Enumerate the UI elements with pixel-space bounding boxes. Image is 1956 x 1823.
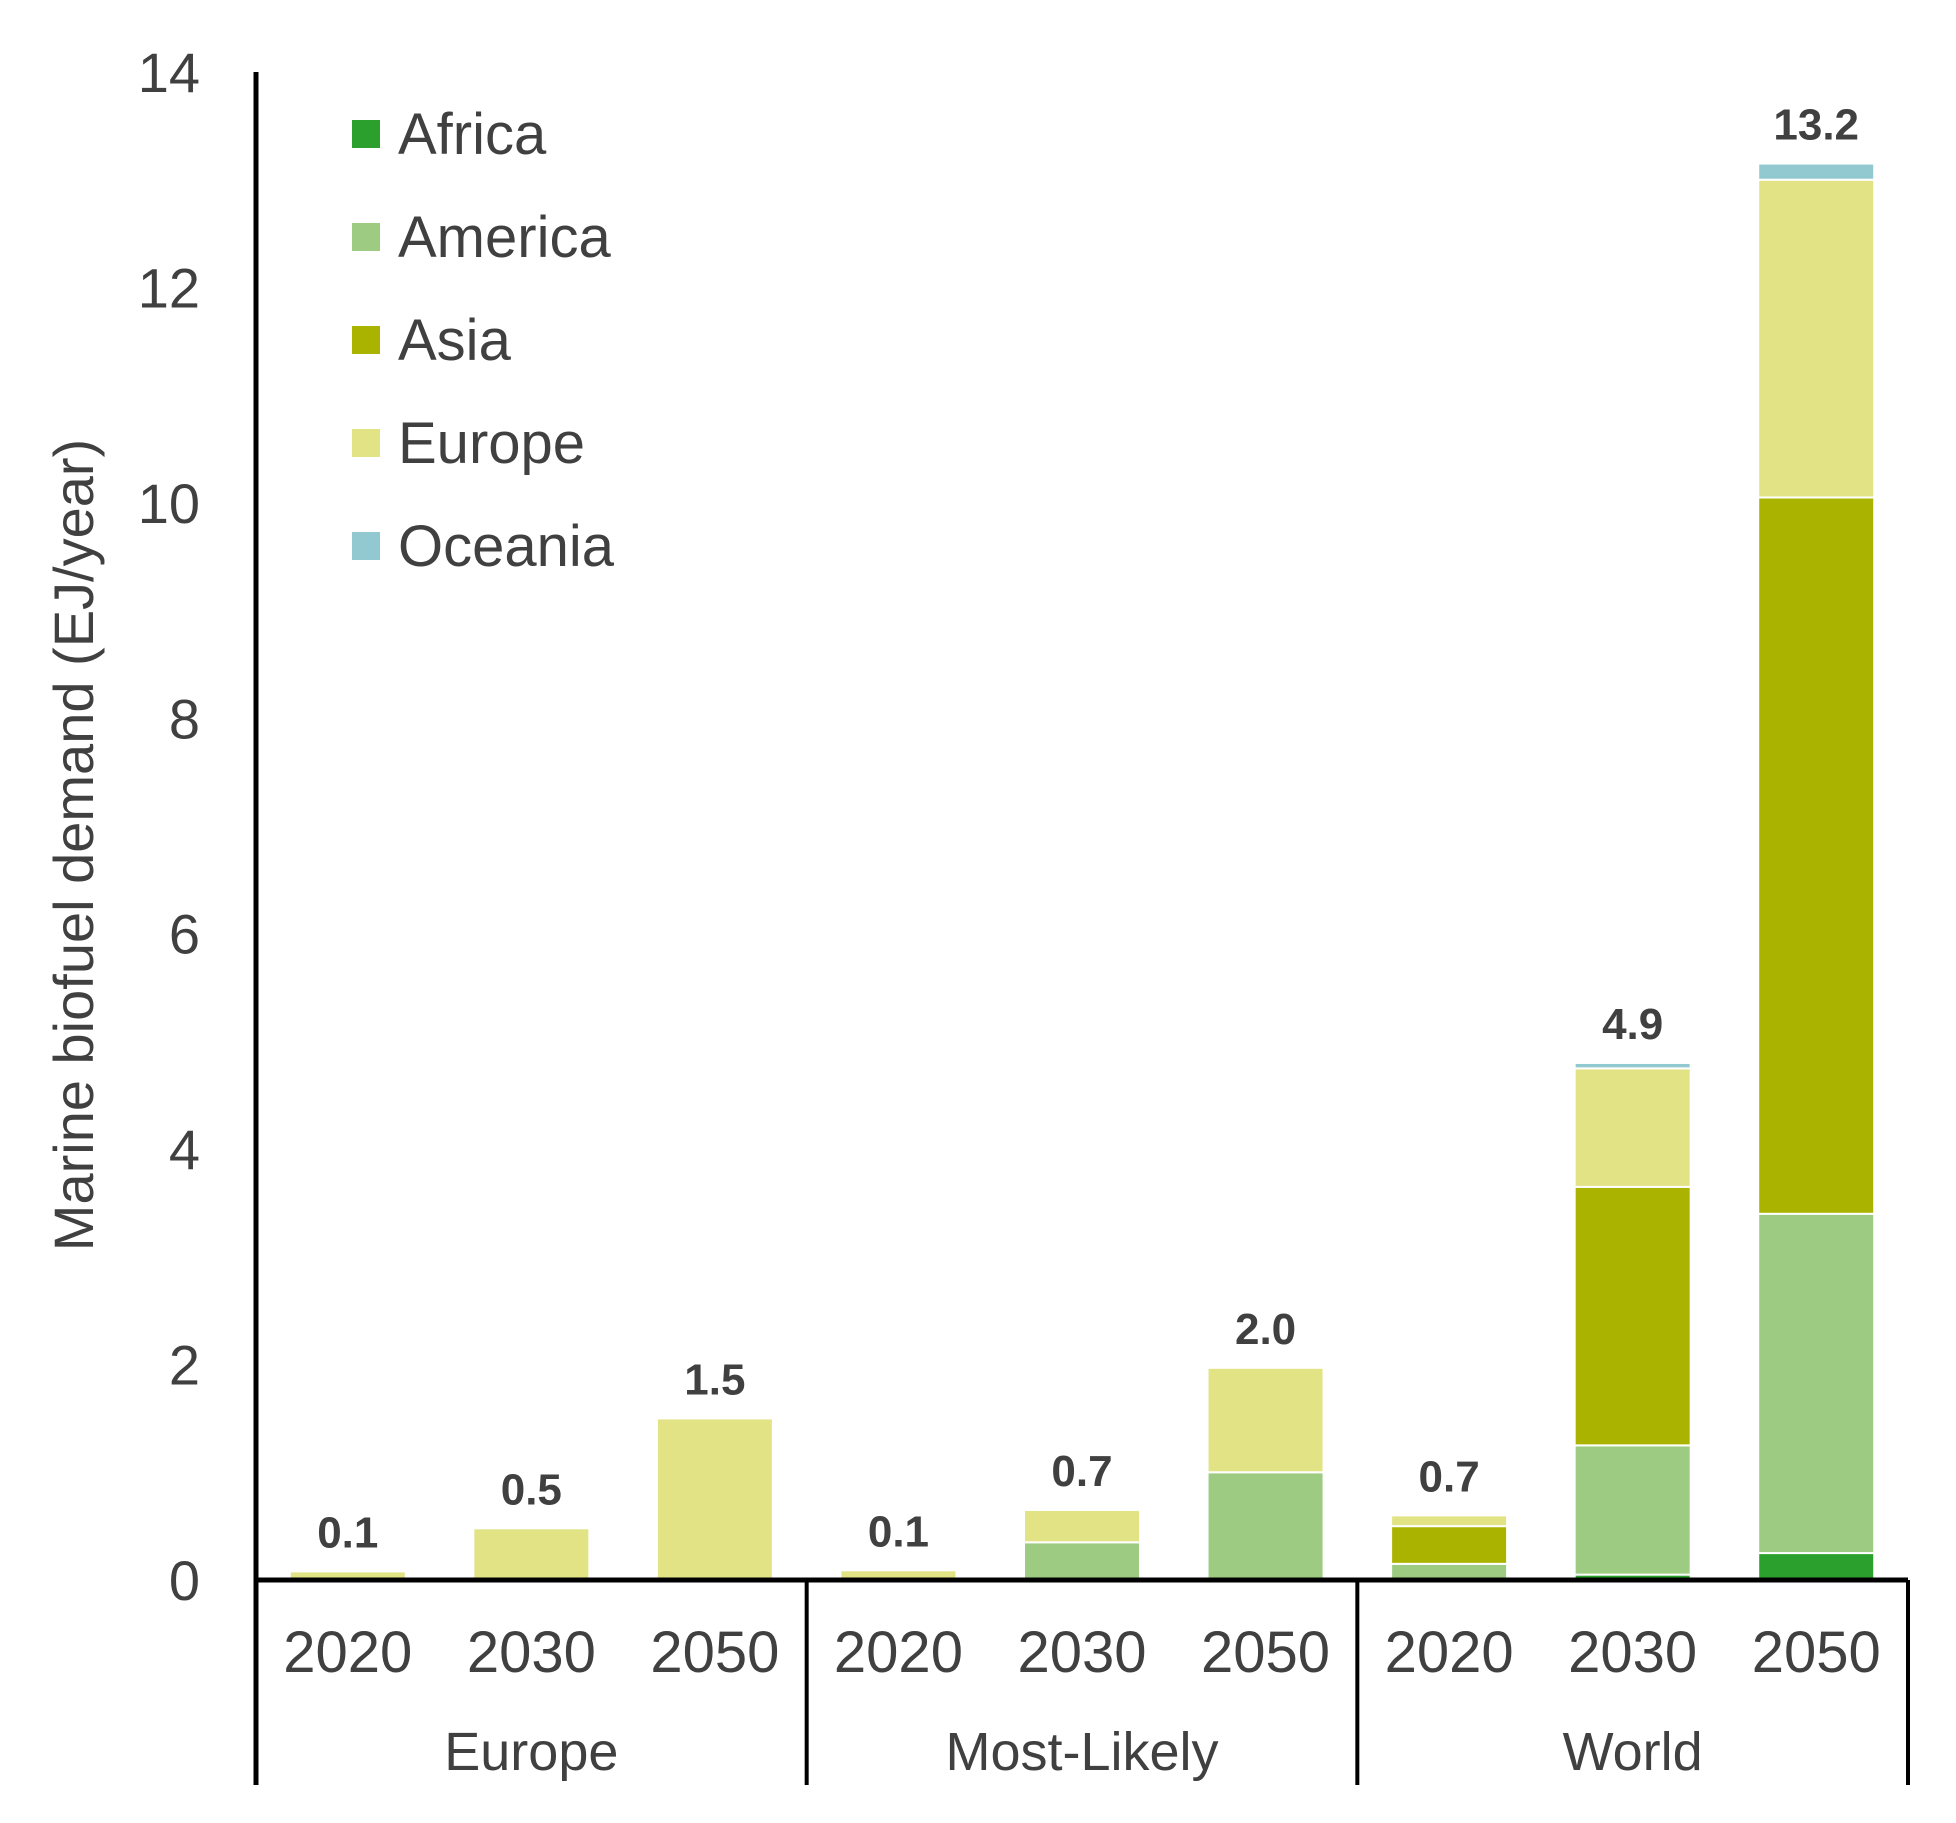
y-tick-label: 12: [138, 256, 200, 319]
y-tick-label: 8: [169, 687, 200, 750]
legend-label: America: [398, 205, 611, 270]
legend-label: Europe: [398, 411, 585, 476]
x-category-label: 2030: [1017, 1620, 1146, 1685]
y-tick-label: 6: [169, 903, 200, 966]
legend-swatch-oceania: [352, 532, 380, 560]
bar-segment-america: [1757, 1212, 1876, 1555]
x-category-label: 2030: [1568, 1620, 1697, 1685]
bar-segment-europe: [472, 1527, 591, 1581]
legend-label: Africa: [398, 102, 547, 167]
bar-segment-europe: [1023, 1508, 1141, 1544]
y-tick-label: 2: [169, 1334, 200, 1397]
bar-segment-america: [1573, 1444, 1692, 1576]
y-tick-label: 0: [169, 1549, 200, 1612]
legend-swatch-asia: [352, 326, 380, 354]
x-category-label: 2020: [283, 1620, 412, 1685]
x-category-label: 2020: [1385, 1620, 1514, 1685]
bar-segment-europe: [1390, 1514, 1509, 1528]
total-label: 0.1: [317, 1508, 378, 1557]
bar-segment-europe: [655, 1417, 774, 1582]
y-axis-title: Marine biofuel demand (EJ/year): [42, 439, 105, 1251]
legend: Africa America Asia Europe Oceania: [352, 102, 615, 579]
legend-label: Oceania: [398, 514, 615, 579]
total-label: 4.9: [1602, 1000, 1663, 1049]
x-category-label: 2030: [467, 1620, 596, 1685]
bar-segment-asia: [1390, 1525, 1509, 1565]
bar-segment-europe: [1206, 1366, 1325, 1474]
bar-segment-africa: [1757, 1552, 1876, 1581]
plot-area: 0.1 0.5 1.5 0.1 0.7 2.0 0.7 4.9 13.2: [288, 101, 1876, 1582]
total-label: 13.2: [1773, 101, 1859, 150]
bar-segment-europe: [1757, 178, 1876, 499]
x-group-label: Most-Likely: [945, 1722, 1218, 1782]
bar-segment-oceania: [1573, 1061, 1692, 1070]
total-label: 0.1: [868, 1507, 929, 1556]
total-label: 0.7: [1051, 1447, 1112, 1496]
total-label: 0.5: [501, 1465, 562, 1514]
legend-swatch-america: [352, 223, 380, 251]
y-axis-ticks: 0 2 4 6 8 10 12 14: [138, 41, 200, 1612]
bar-segment-asia: [1757, 496, 1876, 1215]
x-group-label: World: [1563, 1722, 1703, 1782]
legend-swatch-africa: [352, 120, 380, 148]
legend-label: Asia: [398, 308, 512, 373]
total-labels: 0.1 0.5 1.5 0.1 0.7 2.0 0.7 4.9 13.2: [317, 101, 1859, 1558]
bar-segment-oceania: [1757, 162, 1876, 181]
x-category-label: 2050: [650, 1620, 779, 1685]
y-tick-label: 4: [169, 1118, 200, 1181]
x-category-label: 2050: [1752, 1620, 1881, 1685]
bar-segment-asia: [1573, 1185, 1692, 1447]
legend-swatch-europe: [352, 429, 380, 457]
bar-segment-america: [1206, 1471, 1325, 1582]
bar-segment-europe: [1573, 1067, 1692, 1188]
x-axis: 2020 2030 2050 Europe 2020 2030 2050 Most-Likel…: [283, 1580, 1910, 1785]
y-tick-label: 14: [138, 41, 200, 104]
bar-segment-america: [1023, 1541, 1141, 1582]
y-tick-label: 10: [138, 472, 200, 535]
total-label: 1.5: [684, 1355, 745, 1404]
total-label: 2.0: [1235, 1305, 1296, 1354]
x-category-label: 2020: [834, 1620, 963, 1685]
x-group-label: Europe: [444, 1722, 618, 1782]
x-category-label: 2050: [1201, 1620, 1330, 1685]
bar-stacks: [288, 162, 1876, 1582]
total-label: 0.7: [1419, 1452, 1480, 1501]
